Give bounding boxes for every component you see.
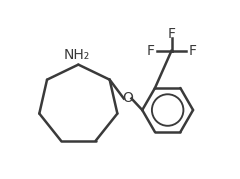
Text: F: F — [168, 27, 175, 41]
Text: NH₂: NH₂ — [64, 48, 90, 62]
Text: F: F — [188, 44, 196, 58]
Text: F: F — [147, 44, 155, 58]
Text: O: O — [122, 91, 133, 105]
